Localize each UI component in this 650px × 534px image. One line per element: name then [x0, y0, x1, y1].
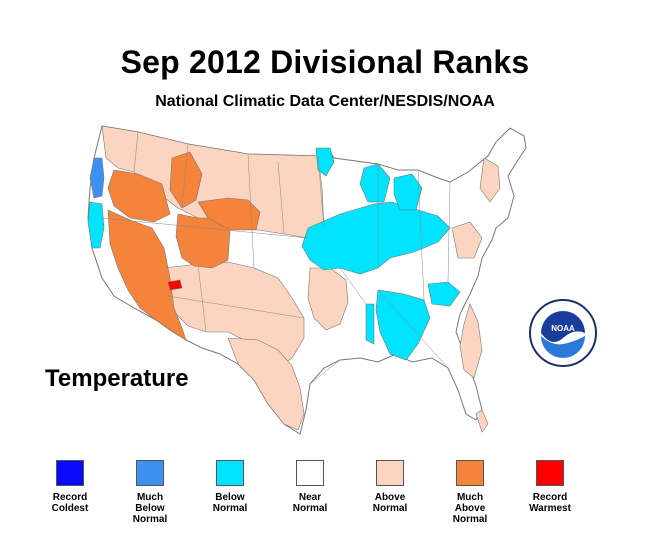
record-warmest-region — [167, 279, 183, 291]
much-above-normal-regions — [107, 151, 261, 341]
above-normal-regions — [101, 125, 501, 433]
legend-swatch — [216, 460, 244, 486]
legend-swatch — [376, 460, 404, 486]
legend-swatch — [536, 460, 564, 486]
legend-swatch — [456, 460, 484, 486]
noaa-logo-icon: NOAA — [529, 299, 597, 367]
legend-label: Below Normal — [212, 492, 248, 514]
legend-item: Near Normal — [270, 460, 350, 514]
below-normal-regions — [87, 147, 461, 361]
us-divisional-rank-map — [87, 125, 527, 435]
legend-label: Much Above Normal — [452, 492, 488, 525]
much-below-normal-region — [89, 157, 105, 199]
division-boundaries — [101, 131, 451, 385]
legend-label: Above Normal — [372, 492, 408, 514]
legend-label: Record Coldest — [51, 492, 89, 514]
legend-item: Much Below Normal — [110, 460, 190, 525]
noaa-logo-text: NOAA — [551, 324, 575, 333]
variable-label: Temperature — [45, 365, 189, 392]
legend-label: Record Warmest — [529, 492, 571, 514]
legend-label: Near Normal — [292, 492, 328, 514]
legend: Record Coldest Much Below Normal Below Nor… — [30, 460, 630, 530]
map-subtitle: National Climatic Data Center/NESDIS/NOA… — [155, 93, 495, 110]
legend-item: Much Above Normal — [430, 460, 510, 525]
map-title: Sep 2012 Divisional Ranks — [120, 44, 530, 80]
legend-swatch — [136, 460, 164, 486]
legend-swatch — [56, 460, 84, 486]
legend-item: Below Normal — [190, 460, 270, 514]
legend-item: Above Normal — [350, 460, 430, 514]
legend-item: Record Coldest — [30, 460, 110, 514]
legend-label: Much Below Normal — [132, 492, 168, 525]
legend-item: Record Warmest — [510, 460, 590, 514]
legend-swatch — [296, 460, 324, 486]
